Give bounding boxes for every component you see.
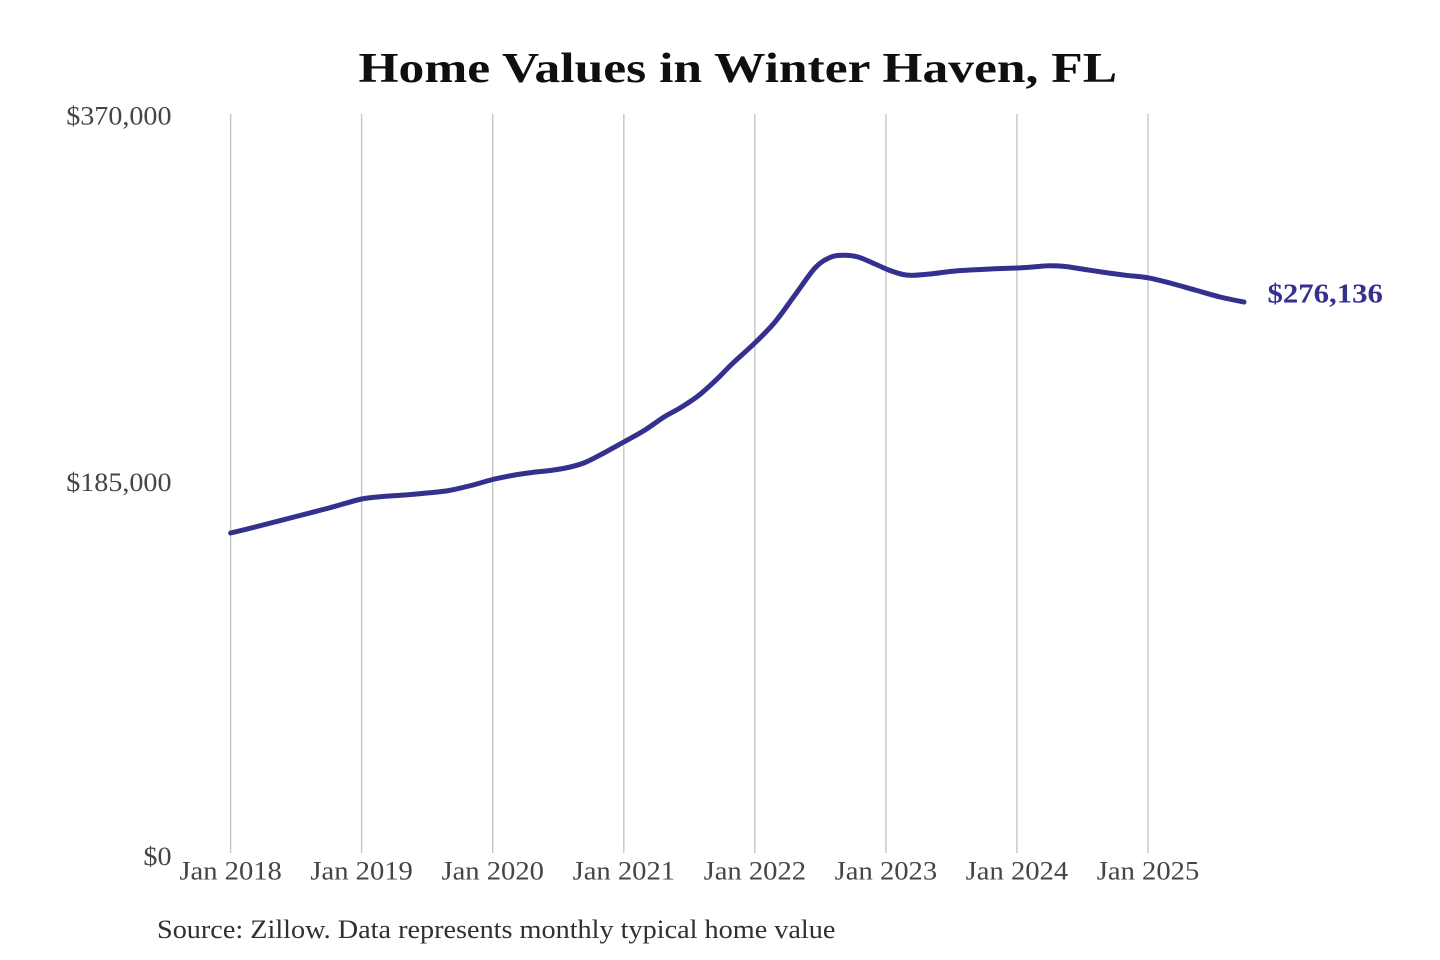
svg-text:Jan 2018: Jan 2018: [179, 857, 281, 886]
svg-text:Source: Zillow. Data represent: Source: Zillow. Data represents monthly …: [157, 915, 835, 944]
svg-text:Jan 2019: Jan 2019: [310, 857, 412, 886]
svg-text:$276,136: $276,136: [1268, 279, 1383, 309]
svg-text:Home Values in Winter Haven, F: Home Values in Winter Haven, FL: [358, 45, 1117, 91]
svg-text:$0: $0: [143, 842, 171, 871]
svg-text:Jan 2022: Jan 2022: [704, 857, 806, 886]
svg-text:$370,000: $370,000: [66, 101, 171, 130]
svg-text:Jan 2020: Jan 2020: [441, 857, 543, 886]
svg-text:$185,000: $185,000: [66, 468, 171, 497]
svg-text:Jan 2025: Jan 2025: [1097, 857, 1199, 886]
svg-text:Jan 2023: Jan 2023: [835, 857, 937, 886]
svg-text:Jan 2024: Jan 2024: [966, 857, 1069, 886]
svg-text:Jan 2021: Jan 2021: [573, 857, 675, 886]
